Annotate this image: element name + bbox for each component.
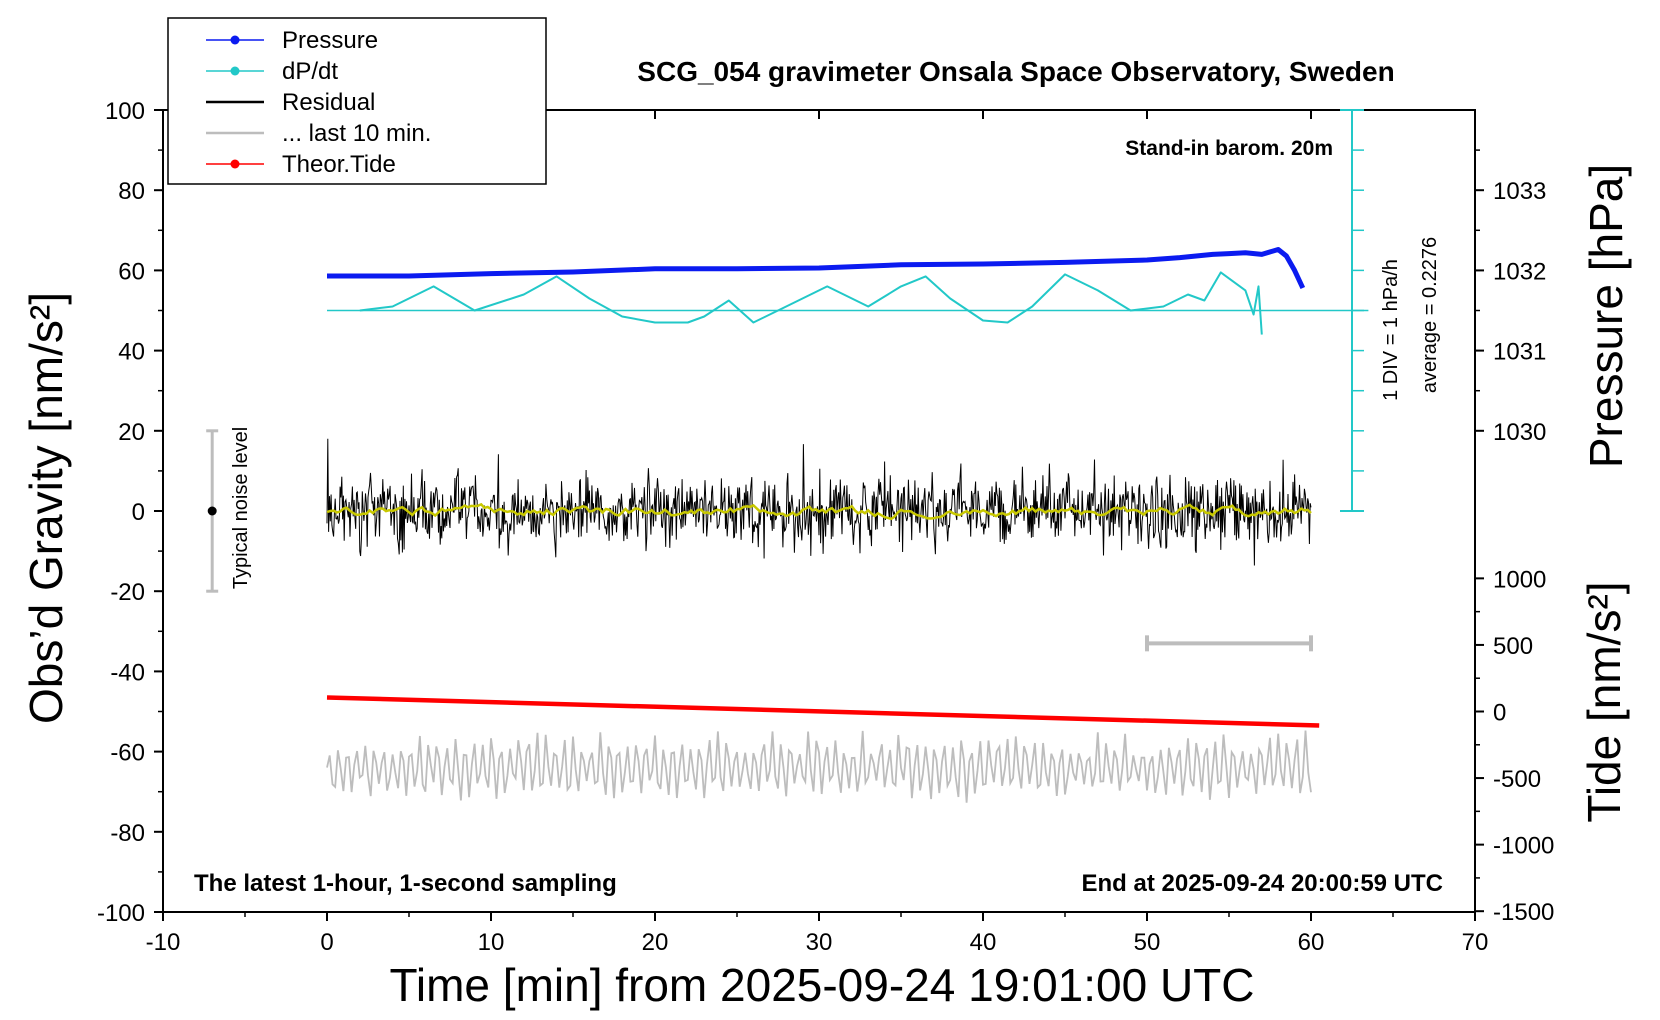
x-tick-label: 20 — [642, 929, 669, 956]
residual-line — [326, 438, 1312, 566]
residual-smoothed-line — [326, 502, 1312, 521]
tide-tick-label: 1000 — [1493, 566, 1546, 593]
legend-label: Residual — [282, 89, 375, 116]
legend-label: ... last 10 min. — [282, 120, 431, 147]
pressure-line — [327, 247, 1306, 290]
legend-label: dP/dt — [282, 58, 338, 85]
barometer-annotation: Stand-in barom. 20m — [1125, 137, 1333, 160]
legend-marker — [230, 35, 240, 45]
noise-level-dot — [207, 506, 217, 516]
y-tick-label: -20 — [110, 579, 145, 606]
x-tick-label: 60 — [1298, 929, 1325, 956]
x-tick-label: 10 — [478, 929, 505, 956]
pressure-tick-label: 1032 — [1493, 258, 1546, 285]
legend-marker — [230, 159, 240, 169]
pressure-tick-label: 1030 — [1493, 419, 1546, 446]
x-tick-label: -10 — [146, 929, 181, 956]
tide-tick-label: -1500 — [1493, 899, 1554, 926]
tide-tick-label: 0 — [1493, 700, 1506, 727]
y-tick-label: 40 — [118, 339, 145, 366]
pressure-tick-label: 1031 — [1493, 339, 1546, 366]
tide-tick-label: -1000 — [1493, 833, 1554, 860]
y-tick-label: -100 — [97, 900, 145, 927]
pressure-tick-label: 1033 — [1493, 178, 1546, 205]
scale-annotation: 1 DIV = 1 hPa/h — [1380, 259, 1402, 401]
pressure-axis-title: Pressure [hPa] — [1580, 164, 1632, 468]
y-tick-label: 100 — [105, 98, 145, 125]
x-tick-label: 40 — [970, 929, 997, 956]
x-tick-label: 0 — [320, 929, 333, 956]
legend-label: Theor.Tide — [282, 151, 396, 178]
plot-layer: -10 0 10 20 30 40 50 60 70-100-80-60-40-20020406… — [97, 98, 1554, 956]
tide-tick-label: 500 — [1493, 633, 1533, 660]
x-tick-label: 50 — [1134, 929, 1161, 956]
tide-tick-label: -500 — [1493, 766, 1541, 793]
chart-title: SCG_054 gravimeter Onsala Space Observat… — [637, 56, 1394, 87]
legend-label: Pressure — [282, 27, 378, 54]
y-tick-label: 60 — [118, 258, 145, 285]
average-annotation: average = 0.2276 — [1419, 237, 1441, 393]
dpdt-line — [359, 271, 1263, 335]
sampling-annotation: The latest 1-hour, 1-second sampling — [194, 870, 617, 897]
x-axis-title: Time [min] from 2025-09-24 19:01:00 UTC — [390, 959, 1255, 1011]
tide-axis-title: Tide [nm/s²] — [1578, 581, 1630, 822]
last-10-min-line — [326, 730, 1312, 803]
tide-line — [326, 695, 1320, 728]
x-tick-label: 30 — [806, 929, 833, 956]
end-time-annotation: End at 2025-09-24 20:00:59 UTC — [1082, 870, 1444, 897]
y-tick-label: -40 — [110, 659, 145, 686]
noise-level-label: Typical noise level — [230, 427, 252, 589]
y-tick-label: 20 — [118, 419, 145, 446]
y-tick-label: 80 — [118, 178, 145, 205]
y-axis-title: Obs’d Gravity [nm/s²] — [20, 292, 72, 724]
x-tick-label: 70 — [1462, 929, 1489, 956]
legend-marker — [230, 66, 240, 76]
y-tick-label: 0 — [132, 499, 145, 526]
y-tick-label: -60 — [110, 740, 145, 767]
y-tick-label: -80 — [110, 820, 145, 847]
legend: Pressure dP/dt Residual ... last 10 min. The… — [167, 17, 547, 185]
